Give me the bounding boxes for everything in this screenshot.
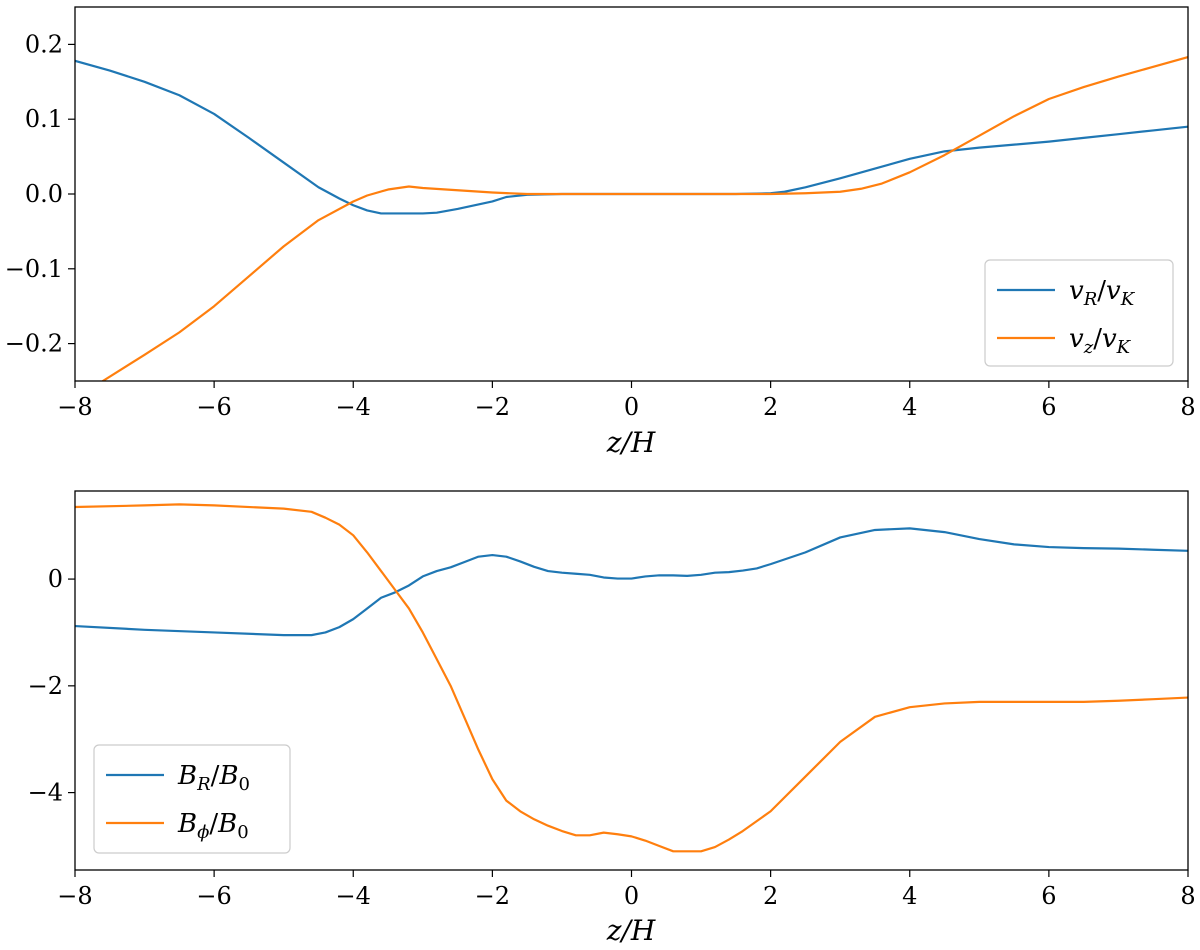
top-x-tick-label: −8 bbox=[57, 393, 92, 421]
top-x-tick-label: 4 bbox=[902, 393, 917, 421]
top-series-group bbox=[75, 56, 1188, 381]
bottom-legend: BR/B0 Bϕ/B0 bbox=[93, 744, 291, 854]
bottom-legend-label-1: Bϕ/B0 bbox=[177, 809, 249, 843]
bottom-x-tick-label: 8 bbox=[1180, 882, 1195, 910]
top-legend-label-0: vR/vK bbox=[1069, 276, 1136, 310]
bottom-x-tick-label: 2 bbox=[763, 882, 778, 910]
bottom-y-tick-label: −4 bbox=[28, 779, 63, 807]
top-y-tick-label: 0.0 bbox=[25, 180, 63, 208]
bottom-x-tick-label: −4 bbox=[336, 882, 371, 910]
top-x-tick-label: 6 bbox=[1041, 393, 1056, 421]
top-x-tick-label: 0 bbox=[624, 393, 639, 421]
top-series-line-1 bbox=[101, 56, 1188, 381]
top-x-axis-label: z/H bbox=[606, 426, 656, 459]
bottom-series-line-0 bbox=[75, 527, 1188, 637]
bottom-panel: −8 −6 −4 −2 0 2 4 6 8 −4 −2 0 z/H BR/B0 Bϕ/B0 bbox=[28, 490, 1196, 947]
bottom-legend-label-0: BR/B0 bbox=[177, 761, 250, 795]
top-y-tick-label: 0.2 bbox=[25, 30, 63, 58]
top-x-tick-label: −6 bbox=[196, 393, 231, 421]
top-x-tick-label: −4 bbox=[336, 393, 371, 421]
top-y-tick-label: −0.2 bbox=[5, 330, 63, 358]
bottom-x-tick-label: −2 bbox=[475, 882, 510, 910]
top-panel: −8 −6 −4 −2 0 2 4 6 8 −0.2 −0.1 0.0 0.1 0.2 z/H vR/vK… bbox=[5, 6, 1196, 459]
top-legend-box bbox=[984, 259, 1174, 367]
top-x-tick-label: −2 bbox=[475, 393, 510, 421]
bottom-series-group bbox=[75, 503, 1188, 853]
top-y-tick-label: 0.1 bbox=[25, 105, 63, 133]
bottom-x-tick-label: 4 bbox=[902, 882, 917, 910]
top-x-tick-label: 2 bbox=[763, 393, 778, 421]
top-legend: vR/vK vz/vK bbox=[984, 259, 1174, 367]
bottom-y-tick-label: −2 bbox=[28, 672, 63, 700]
top-y-tick-label: −0.1 bbox=[5, 255, 63, 283]
bottom-x-tick-label: 0 bbox=[624, 882, 639, 910]
bottom-x-tick-label: 6 bbox=[1041, 882, 1056, 910]
top-legend-label-1: vz/vK bbox=[1069, 324, 1132, 358]
top-ticks: −8 −6 −4 −2 0 2 4 6 8 −0.2 −0.1 0.0 0.1 0.2 bbox=[5, 30, 1196, 421]
bottom-series-line-1 bbox=[75, 503, 1188, 853]
bottom-x-tick-label: −6 bbox=[196, 882, 231, 910]
bottom-legend-box bbox=[93, 744, 291, 854]
bottom-ticks: −8 −6 −4 −2 0 2 4 6 8 −4 −2 0 bbox=[28, 565, 1196, 910]
bottom-x-axis-label: z/H bbox=[606, 914, 656, 947]
bottom-y-tick-label: 0 bbox=[48, 565, 63, 593]
bottom-x-tick-label: −8 bbox=[57, 882, 92, 910]
top-x-tick-label: 8 bbox=[1180, 393, 1195, 421]
